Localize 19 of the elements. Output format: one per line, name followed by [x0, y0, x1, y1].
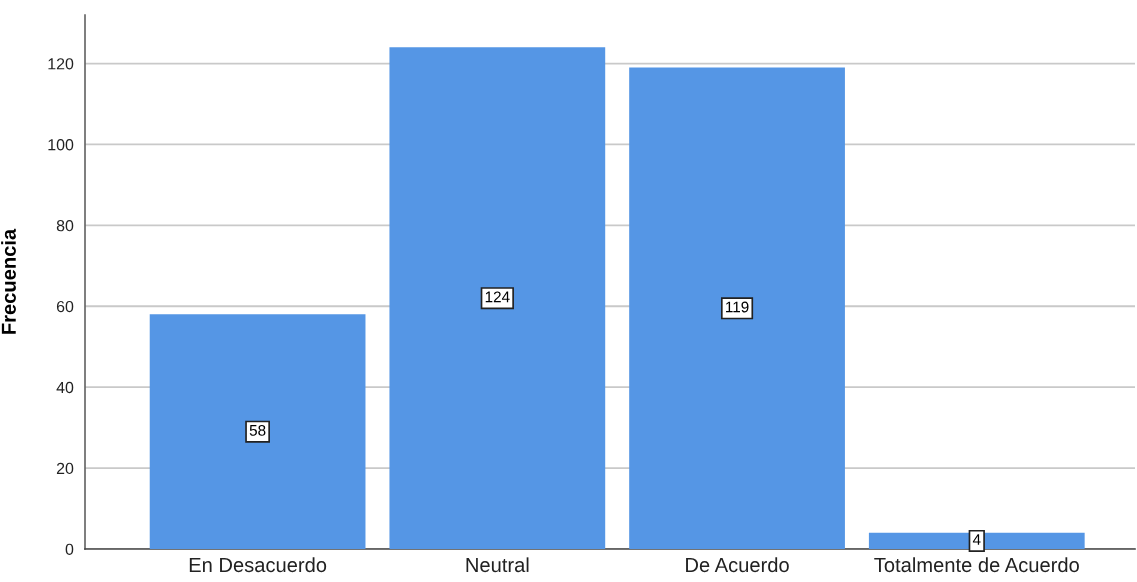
data-label: 4 — [972, 534, 981, 545]
y-tick-label: 120 — [48, 58, 74, 70]
x-tick-label: En Desacuerdo — [189, 557, 327, 573]
y-tick-label: 0 — [65, 543, 74, 555]
y-tick-label: 60 — [56, 300, 74, 313]
bar — [629, 67, 845, 549]
data-label: 124 — [485, 291, 510, 303]
bar — [389, 47, 606, 549]
y-tick-label: 100 — [48, 139, 74, 151]
data-label: 119 — [726, 301, 749, 313]
x-tick-label: Totalmente de Acuerdo — [874, 557, 1079, 573]
x-tick-label: Neutral — [466, 557, 529, 573]
y-tick-label: 20 — [56, 462, 74, 475]
x-tick-label: De Acuerdo — [686, 557, 789, 573]
y-tick-label: 40 — [56, 381, 74, 394]
y-axis-title: Frecuencia — [1, 228, 16, 334]
data-label: 58 — [249, 424, 266, 436]
y-tick-label: 80 — [56, 220, 74, 232]
bar — [149, 314, 366, 549]
